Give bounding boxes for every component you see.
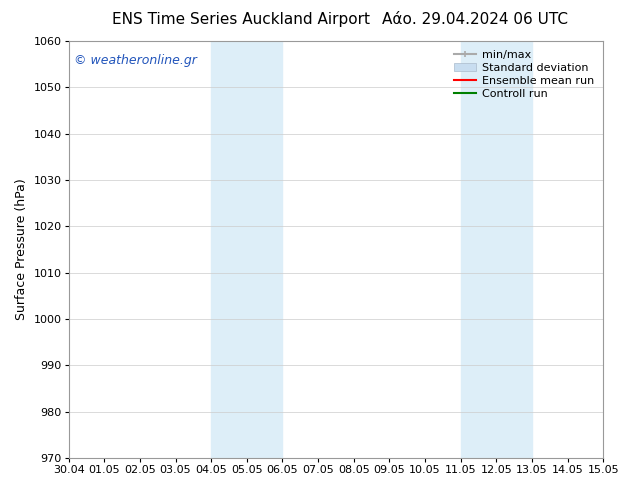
Bar [461, 41, 532, 458]
Bar [211, 41, 283, 458]
Text: Αάο. 29.04.2024 06 UTC: Αάο. 29.04.2024 06 UTC [382, 12, 569, 27]
Y-axis label: Surface Pressure (hPa): Surface Pressure (hPa) [15, 179, 28, 320]
Text: ENS Time Series Auckland Airport: ENS Time Series Auckland Airport [112, 12, 370, 27]
Text: © weatheronline.gr: © weatheronline.gr [74, 53, 197, 67]
Legend: min/max, Standard deviation, Ensemble mean run, Controll run: min/max, Standard deviation, Ensemble me… [451, 47, 598, 102]
